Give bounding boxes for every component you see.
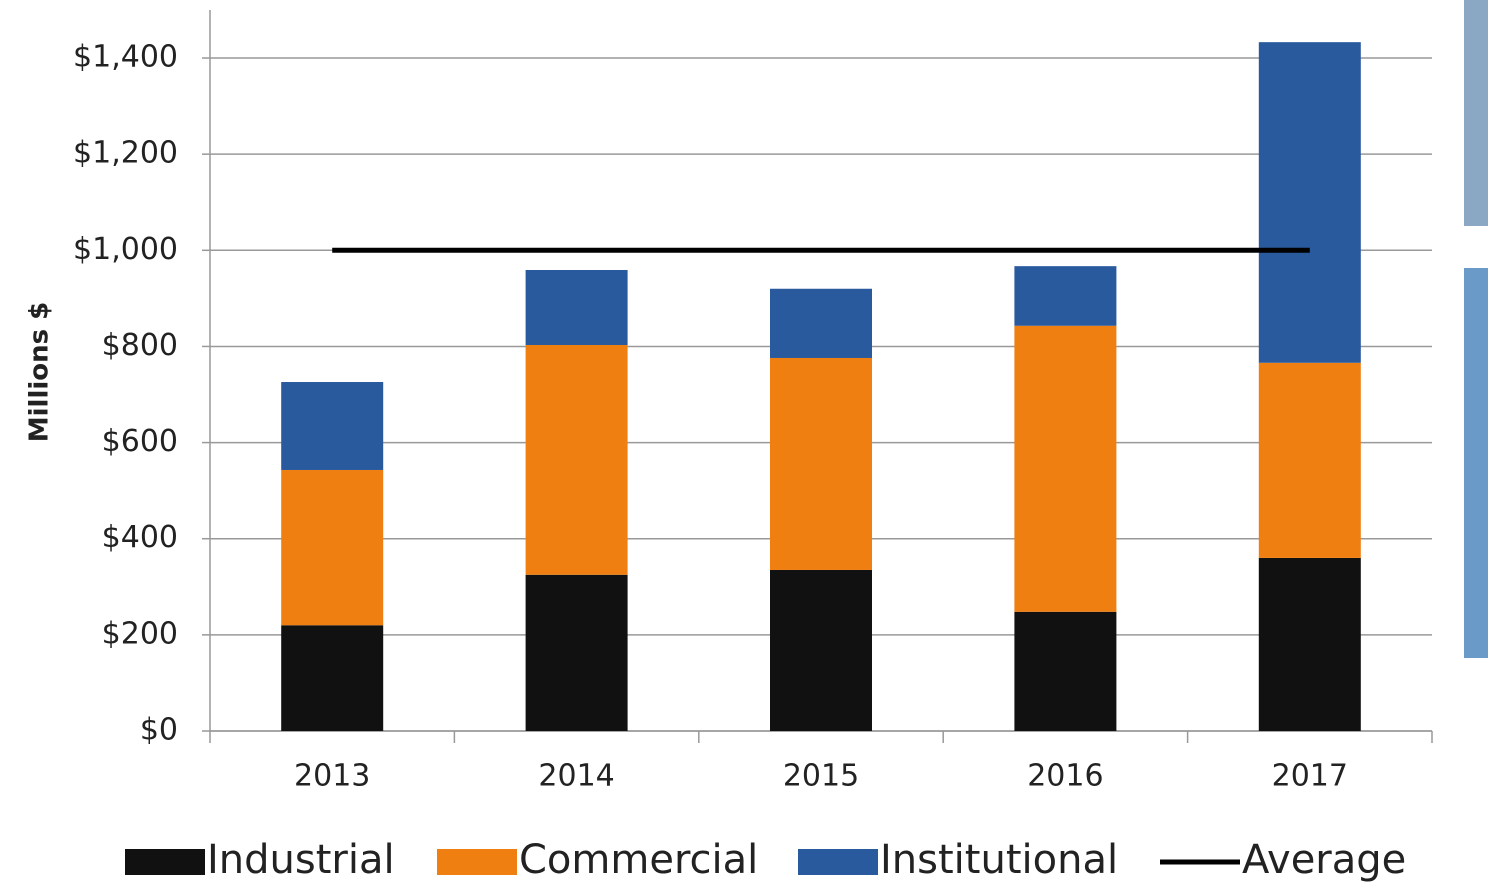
x-tick-label: 2017 [1272, 759, 1348, 794]
y-axis-label: Millions $ [25, 302, 55, 443]
bar-segment [281, 625, 384, 731]
legend-label: Average [1242, 837, 1406, 883]
y-tick-label: $1,000 [73, 232, 178, 267]
bar-segment [281, 382, 384, 470]
bar-segment [525, 344, 628, 575]
bar-segment [770, 569, 872, 731]
photo [1464, 0, 1488, 226]
legend-swatch [125, 849, 205, 875]
x-tick-label: 2016 [1027, 759, 1103, 794]
y-tick-label: $1,400 [73, 40, 178, 75]
bar-segment [281, 469, 384, 626]
legend-label: Commercial [519, 837, 758, 883]
legend-label: Industrial [207, 837, 395, 883]
legend-label: Institutional [880, 837, 1118, 883]
bar-segment [1258, 557, 1361, 731]
bar-segment [770, 357, 872, 570]
bar-segment [1014, 266, 1117, 326]
y-tick-label: $1,200 [73, 136, 178, 171]
y-tick-label: $800 [102, 328, 178, 363]
x-tick-label: 2013 [294, 759, 370, 794]
bar-segment [1258, 362, 1361, 558]
x-tick-label: 2015 [783, 759, 859, 794]
bar-segment [525, 574, 628, 731]
legend-swatch [437, 849, 517, 875]
legend-swatch [798, 849, 878, 875]
x-tick-label: 2014 [538, 759, 614, 794]
bar-segment [770, 288, 872, 358]
bar-segment [1014, 611, 1117, 731]
bar-segment [1014, 325, 1117, 612]
bar-segment [1258, 42, 1361, 363]
bar-segment [525, 270, 628, 345]
y-tick-label: $0 [140, 713, 178, 748]
y-tick-label: $600 [102, 424, 178, 459]
y-tick-label: $200 [102, 616, 178, 651]
photo [1464, 268, 1488, 658]
y-tick-label: $400 [102, 520, 178, 555]
